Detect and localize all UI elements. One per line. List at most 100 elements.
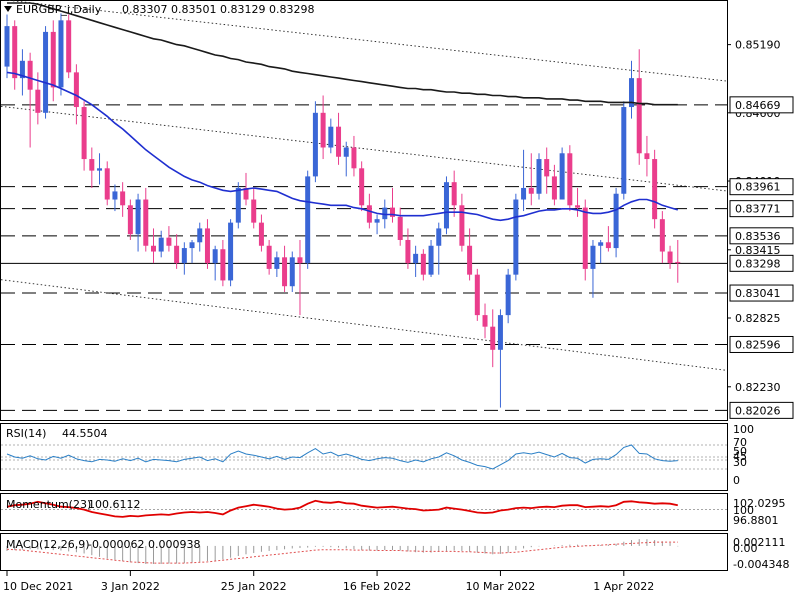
candle-body [443,182,449,229]
candle [50,20,56,102]
trendline-dotted [0,105,728,192]
candle-body [528,187,534,194]
candle-body [197,228,203,243]
candle-body [320,112,326,148]
candle-body [598,242,604,246]
candle-body [575,205,581,208]
candle-body [551,176,557,200]
candle [235,182,241,229]
price-level-label: 0.82026 [735,404,781,417]
triangle-down-icon[interactable] [4,6,12,12]
candle [551,164,557,206]
rsi-tick-label: 100 [733,423,754,436]
candle [12,20,18,90]
rsi-panel: RSI(14) 44.5504 [0,423,728,491]
candle [58,13,64,96]
price-level-tag [729,335,794,353]
candle [521,149,527,212]
candle-body [451,182,457,206]
candle-body [459,205,465,246]
candle [4,14,10,79]
macd-plot [6,539,679,564]
price-level-tag [729,401,794,419]
candle [158,230,164,258]
candle-body [351,147,357,169]
price-level-label: 0.83041 [735,287,781,300]
candle-body [27,60,33,90]
candle [266,239,272,275]
time-axis: 10 Dec 2021 3 Jan 2022 25 Jan 2022 16 Feb 2… [3,571,654,593]
macd-panel: MACD(12,26,9) -0.000062 0.000938 [0,533,728,571]
rsi-tick-label: 50 [733,445,747,458]
candle [258,214,264,252]
candle [359,161,365,212]
candle [575,187,581,217]
rsi-tick-label: 45 [733,450,747,463]
candle [27,52,33,148]
candle [582,199,588,281]
candle [636,49,642,165]
candle [544,147,550,194]
candle [174,234,180,269]
candle [43,26,49,119]
candle-body [189,242,195,249]
symbol-title: EURGBP_i,Daily [16,3,102,16]
candle [112,184,118,212]
trendline-dotted [1,0,728,82]
price-level-label: 0.83771 [735,203,781,216]
candle-body [366,205,372,223]
candle-body [212,249,218,264]
candle [104,161,110,206]
candle [135,193,141,252]
candle [621,101,627,200]
price-level-label: 0.82596 [735,338,781,351]
candle-body [521,187,527,200]
candle [181,242,187,275]
candle [613,187,619,258]
candle [513,193,519,281]
macd-tick-label: 0.002111 [733,536,786,549]
candle-body [667,251,673,264]
time-tick-label: 10 Mar 2022 [466,580,536,593]
price-tick-label: 0.83415 [735,244,781,257]
rsi-line [6,444,678,470]
candle [150,228,156,264]
rsi-tick-label: 0 [733,474,740,487]
candle [644,135,650,177]
price-level-tag [729,227,794,245]
candle [312,101,318,183]
candles [4,13,681,408]
macd-value: -0.000062 0.000938 [88,538,200,551]
candle-body [497,315,503,350]
price-level-tag [729,254,794,272]
momentum-line [6,499,678,518]
candle [420,249,426,281]
candle [428,239,434,277]
candle [528,153,534,206]
candle-body [359,168,365,206]
candle [336,112,342,165]
candle-body [482,315,488,327]
candle-body [328,126,334,148]
candle [667,245,673,269]
candle-body [127,205,133,235]
candle [413,245,419,277]
candle-body [428,245,434,275]
candle-body [220,249,226,281]
candle [228,219,234,287]
candle [405,228,411,269]
candle [536,153,542,200]
momentum-value: 100.6112 [88,498,141,511]
candle [397,207,403,246]
candle [598,239,604,264]
candle [143,187,149,252]
candle-body [97,168,103,171]
momentum-plot [1,499,727,518]
price-level-tag [729,96,794,114]
candle [659,211,665,264]
candle [675,239,681,283]
candle-body [289,257,295,287]
candle [343,141,349,177]
price-level-label: 0.83298 [735,257,781,270]
